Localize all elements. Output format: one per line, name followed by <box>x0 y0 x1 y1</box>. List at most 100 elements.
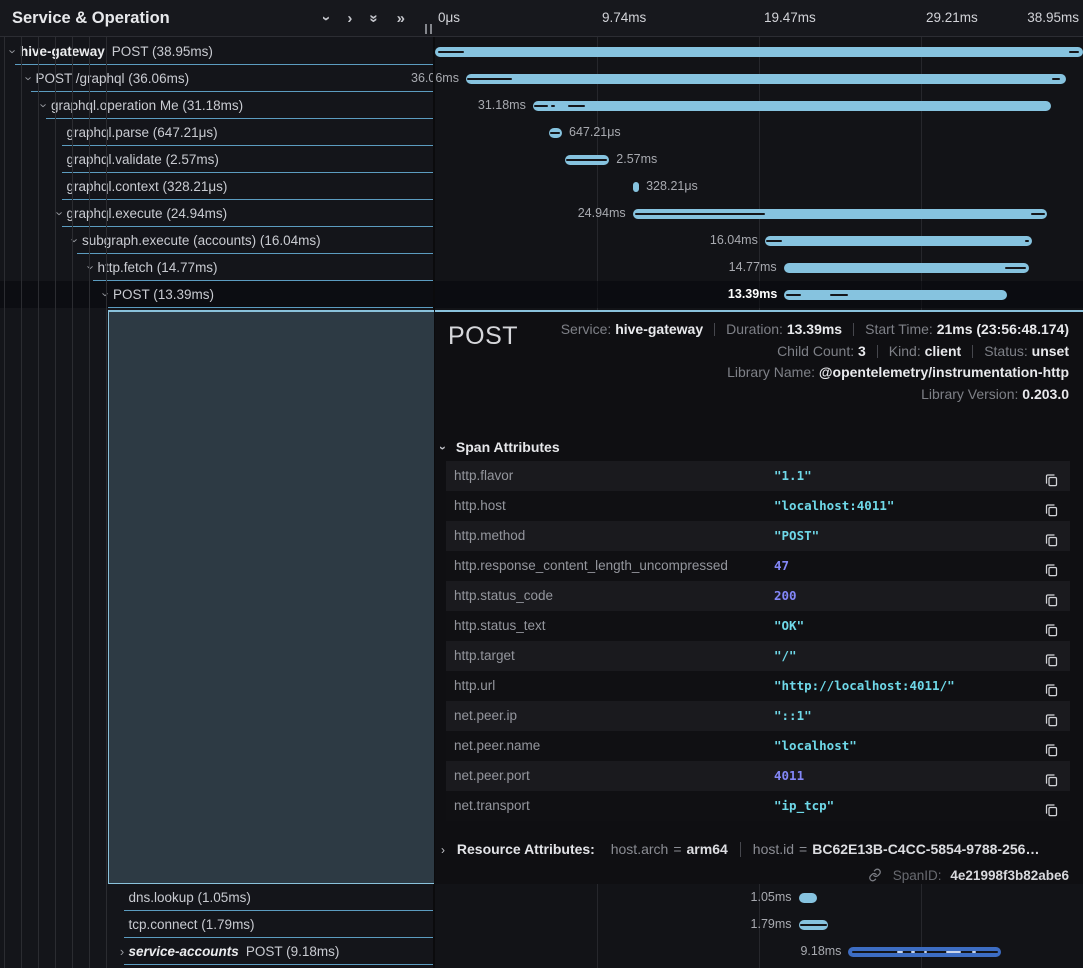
chevron-right-icon[interactable]: › <box>347 9 353 27</box>
span-duration-bar[interactable] <box>798 893 817 903</box>
span-duration-bar[interactable] <box>532 101 1051 111</box>
span-row[interactable]: › http.fetch (14.77ms) 14.77ms <box>0 254 1083 281</box>
copy-icon[interactable] <box>1044 558 1060 577</box>
meta-separator <box>714 323 716 336</box>
chevron-down-icon[interactable]: › <box>83 265 99 270</box>
copy-icon[interactable] <box>1044 498 1060 517</box>
span-duration-bar[interactable] <box>783 263 1029 273</box>
copy-icon[interactable] <box>1044 648 1060 667</box>
attribute-key: http.target <box>454 648 515 663</box>
span-duration-bar[interactable] <box>465 74 1067 84</box>
span-row-timeline-cell[interactable]: 16.04ms <box>435 227 1083 254</box>
copy-icon[interactable] <box>1044 738 1060 757</box>
span-row-underline <box>77 253 433 254</box>
resource-attributes-row[interactable]: › Resource Attributes: host.arch = arm64 ho… <box>441 838 1039 860</box>
chevron-down-icon[interactable]: › <box>52 211 68 216</box>
chevron-down-icon[interactable]: › <box>99 292 114 297</box>
span-row-tree-cell[interactable]: graphql.validate (2.57ms) <box>0 146 433 173</box>
span-row-tree-cell[interactable]: tcp.connect (1.79ms) <box>0 911 433 938</box>
span-row[interactable]: › hive-gateway POST (38.95ms) <box>0 38 1083 65</box>
chevron-down-icon[interactable]: › <box>6 49 21 54</box>
span-row-tree-cell[interactable]: › graphql.operation Me (31.18ms) <box>0 92 433 119</box>
span-row-timeline-cell[interactable]: 31.18ms <box>435 92 1083 119</box>
span-row-timeline-cell[interactable]: 14.77ms <box>435 254 1083 281</box>
span-row[interactable]: graphql.context (328.21μs) 328.21μs <box>0 173 1083 200</box>
operation-name: graphql.validate (2.57ms) <box>66 152 219 167</box>
detail-meta-label: Start Time: <box>865 321 937 337</box>
chevron-down-icon[interactable]: › <box>37 103 52 108</box>
span-row[interactable]: graphql.validate (2.57ms) 2.57ms <box>0 146 1083 173</box>
span-duration-label: 24.94ms <box>577 206 626 220</box>
operation-name: POST (9.18ms) <box>245 944 340 959</box>
attribute-value: "1.1" <box>774 468 812 483</box>
copy-icon[interactable] <box>1044 618 1060 637</box>
detail-meta-line: Child Count: 3 Kind: client Status: unset <box>561 341 1069 363</box>
span-row[interactable]: › POST (13.39ms) 13.39ms <box>0 281 1083 308</box>
span-row-tree-cell[interactable]: dns.lookup (1.05ms) <box>0 884 433 911</box>
span-row-tree-cell[interactable]: › service-accounts POST (9.18ms) <box>0 938 433 965</box>
span-row[interactable]: tcp.connect (1.79ms) 1.79ms <box>0 911 1083 938</box>
span-row[interactable]: › service-accounts POST (9.18ms) 9.18ms <box>0 938 1083 965</box>
splitter-grip-icon[interactable] <box>425 24 432 34</box>
span-row-timeline-cell[interactable]: 9.18ms <box>435 938 1083 965</box>
span-row-timeline-cell[interactable]: 13.39ms <box>435 281 1083 308</box>
link-icon[interactable] <box>868 868 882 885</box>
attribute-value: "POST" <box>774 528 820 543</box>
double-chevron-right-icon[interactable]: » <box>396 9 405 27</box>
span-duration-bar[interactable] <box>784 290 1007 300</box>
span-row-tree-cell[interactable]: › subgraph.execute (accounts) (16.04ms) <box>0 227 433 254</box>
span-row-timeline-cell[interactable]: 1.79ms <box>435 911 1083 938</box>
span-row-tree-cell[interactable]: › graphql.execute (24.94ms) <box>0 200 433 227</box>
chevron-down-icon[interactable]: › <box>68 238 83 243</box>
meta-separator <box>876 344 878 358</box>
span-row-timeline-cell[interactable]: 36.06ms <box>411 65 1083 92</box>
span-row[interactable]: › graphql.operation Me (31.18ms) 31.18ms <box>0 92 1083 119</box>
detail-meta-label: Duration: <box>726 321 787 337</box>
span-row-timeline-cell[interactable]: 2.57ms <box>435 146 1083 173</box>
span-row[interactable]: › POST /graphql (36.06ms) 36.06ms <box>0 65 1083 92</box>
span-row-timeline-cell[interactable]: 24.94ms <box>435 200 1083 227</box>
copy-icon[interactable] <box>1044 588 1060 607</box>
span-row[interactable]: › subgraph.execute (accounts) (16.04ms) 16… <box>0 227 1083 254</box>
span-row-tree-cell[interactable]: › hive-gateway POST (38.95ms) <box>0 38 433 65</box>
span-row-tree-cell[interactable]: › POST /graphql (36.06ms) <box>0 65 433 92</box>
chevron-right-icon[interactable]: › <box>119 944 125 959</box>
span-row-underline <box>123 937 433 938</box>
span-duration-bar[interactable] <box>632 209 1047 219</box>
chevron-down-icon[interactable]: › <box>21 76 37 81</box>
span-row-tree-cell[interactable]: › http.fetch (14.77ms) <box>0 254 433 281</box>
chevron-down-icon[interactable]: › <box>318 15 336 21</box>
double-chevron-down-icon[interactable]: » <box>365 13 383 23</box>
span-duration-bar[interactable] <box>764 236 1032 246</box>
span-row-tree-cell[interactable]: graphql.parse (647.21μs) <box>0 119 433 146</box>
span-row-timeline-cell[interactable]: 328.21μs <box>435 173 1083 200</box>
operation-name: tcp.connect (1.79ms) <box>128 917 255 932</box>
span-row-tree-cell[interactable]: graphql.context (328.21μs) <box>0 173 433 200</box>
detail-meta-value: 3 <box>858 342 866 359</box>
copy-icon[interactable] <box>1044 768 1060 787</box>
span-row[interactable]: graphql.parse (647.21μs) 647.21μs <box>0 119 1083 146</box>
copy-icon[interactable] <box>1044 528 1060 547</box>
span-attributes-section-toggle[interactable]: › Span Attributes <box>436 439 560 455</box>
span-row-timeline-cell[interactable]: 647.21μs <box>435 119 1083 146</box>
span-row-tree-cell[interactable]: › POST (13.39ms) <box>0 281 433 308</box>
span-row-timeline-cell[interactable]: 1.05ms <box>435 884 1083 911</box>
detail-meta-label: Library Name: <box>727 364 819 380</box>
span-row-underline <box>92 280 433 281</box>
copy-icon[interactable] <box>1044 678 1060 697</box>
selected-span-expanded-block[interactable] <box>108 310 434 884</box>
span-row-label: POST (13.39ms) <box>113 281 214 308</box>
copy-icon[interactable] <box>1044 708 1060 727</box>
span-row-timeline-cell[interactable] <box>435 38 1083 65</box>
operation-name: POST (38.95ms) <box>111 44 213 59</box>
span-duration-label: 14.77ms <box>728 260 777 274</box>
span-row[interactable]: › graphql.execute (24.94ms) 24.94ms <box>0 200 1083 227</box>
span-row[interactable]: dns.lookup (1.05ms) 1.05ms <box>0 884 1083 911</box>
span-duration-bar[interactable] <box>435 47 1083 57</box>
copy-icon[interactable] <box>1044 798 1060 817</box>
attribute-key: http.status_text <box>454 618 546 633</box>
panel-splitter[interactable] <box>433 0 435 968</box>
span-duration-bar[interactable] <box>633 182 640 192</box>
copy-icon[interactable] <box>1044 468 1060 487</box>
